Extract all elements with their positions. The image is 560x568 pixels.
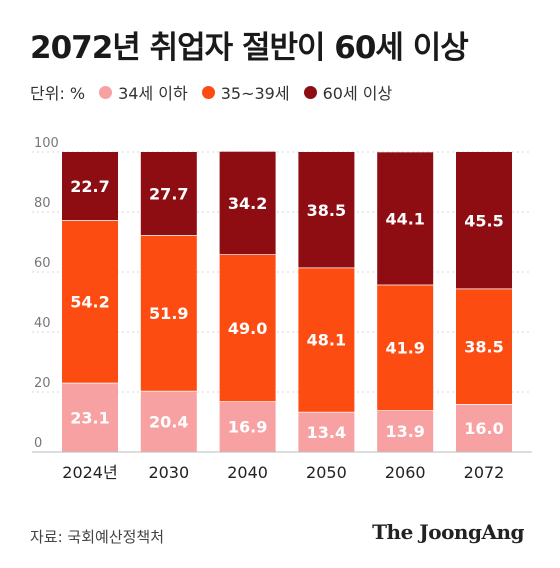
y-tick-label: 80 xyxy=(34,196,51,211)
brand-logo: The JoongAng xyxy=(372,520,524,544)
data-label: 13.4 xyxy=(307,423,346,442)
data-label: 27.7 xyxy=(149,185,188,204)
bar-segment xyxy=(140,235,197,391)
data-label: 44.1 xyxy=(385,209,424,228)
legend-item-60plus: 60세 이상 xyxy=(303,80,393,104)
legend: 단위: % 34세 이하 35~39세 60세 이상 xyxy=(30,80,406,104)
data-label: 13.9 xyxy=(385,422,424,441)
x-tick-label: 2060 xyxy=(385,463,426,482)
y-tick-label: 100 xyxy=(34,136,59,151)
x-tick-label: 2030 xyxy=(148,463,189,482)
chart-title: 2072년 취업자 절반이 60세 이상 xyxy=(30,30,469,66)
bar-segment xyxy=(219,151,276,255)
legend-label-under34: 34세 이하 xyxy=(118,84,188,103)
legend-item-35-39: 35~39세 xyxy=(201,80,290,104)
data-label: 16.0 xyxy=(464,419,503,438)
bar-segment xyxy=(140,390,197,452)
y-tick-label: 0 xyxy=(34,436,42,451)
bar-segment xyxy=(456,152,512,289)
data-label: 20.4 xyxy=(149,412,188,431)
bar-segment xyxy=(298,267,355,412)
data-label: 54.2 xyxy=(70,292,109,311)
legend-swatch-60plus xyxy=(303,85,317,99)
data-label: 49.0 xyxy=(228,319,267,338)
x-tick-label: 2050 xyxy=(306,463,347,482)
bar-segment xyxy=(377,284,434,411)
bar-segment xyxy=(377,410,434,452)
bar-segment xyxy=(62,152,118,221)
y-tick-label: 60 xyxy=(34,256,51,271)
bar-segment xyxy=(377,152,434,285)
x-tick-label: 2040 xyxy=(227,463,268,482)
x-tick-label: 2024년 xyxy=(62,463,117,482)
data-label: 34.2 xyxy=(228,194,267,213)
bar-segment xyxy=(62,220,118,383)
data-label: 38.5 xyxy=(464,337,503,356)
bar-segment xyxy=(456,404,512,452)
data-label: 45.5 xyxy=(464,211,503,230)
legend-label-35-39: 35~39세 xyxy=(220,84,290,103)
data-label: 22.7 xyxy=(70,177,109,196)
source-note: 자료: 국회예산정책처 xyxy=(30,528,165,546)
data-label: 51.9 xyxy=(149,304,188,323)
legend-label-60plus: 60세 이상 xyxy=(322,84,393,103)
data-label: 23.1 xyxy=(70,408,109,427)
bar-segment xyxy=(456,288,512,404)
legend-swatch-under34 xyxy=(99,85,113,99)
legend-swatch-35-39 xyxy=(201,85,215,99)
bar-segment xyxy=(62,382,118,452)
bar-segment xyxy=(140,152,197,236)
bar-segment xyxy=(219,401,276,452)
data-label: 41.9 xyxy=(385,338,424,357)
bar-segment xyxy=(219,254,276,402)
data-label: 38.5 xyxy=(307,201,346,220)
legend-unit: 단위: % xyxy=(30,84,86,103)
x-tick-label: 2072 xyxy=(464,463,505,482)
data-label: 16.9 xyxy=(228,418,267,437)
bar-segment xyxy=(298,152,355,268)
bar-segment xyxy=(298,411,355,452)
data-label: 48.1 xyxy=(307,331,346,350)
y-tick-label: 20 xyxy=(34,376,51,391)
y-tick-label: 40 xyxy=(34,316,51,331)
legend-item-under34: 34세 이하 xyxy=(99,80,188,104)
